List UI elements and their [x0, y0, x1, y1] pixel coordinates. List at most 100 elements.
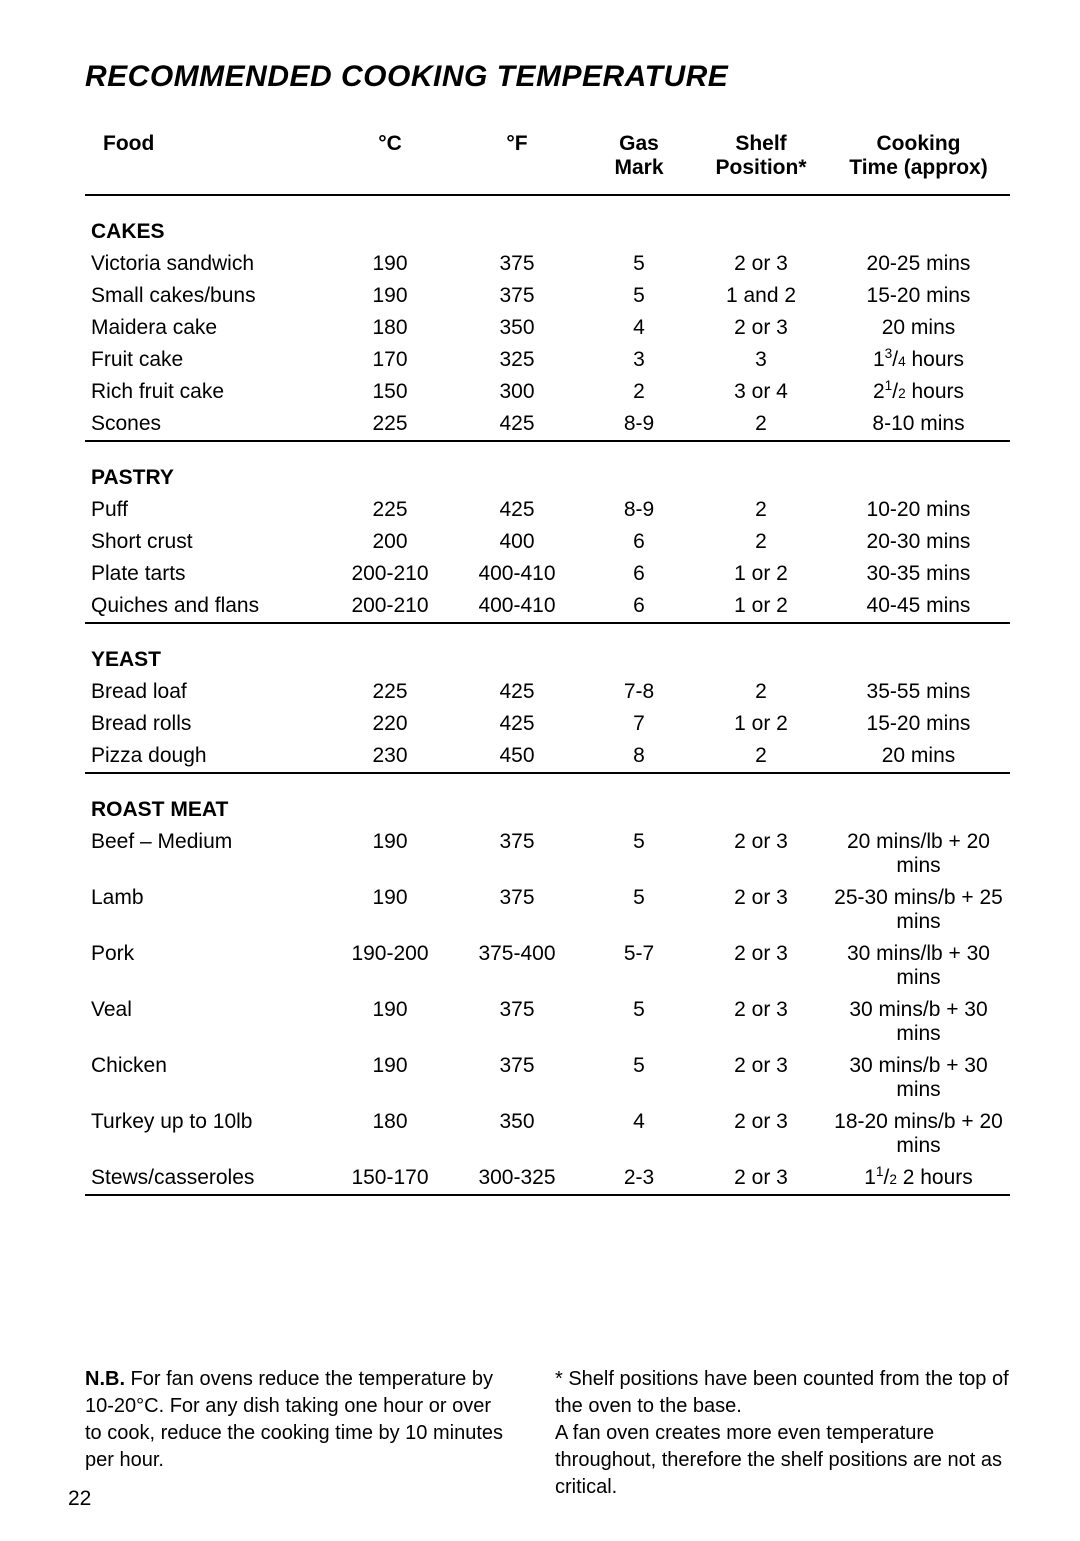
cell-shelf: 2 or 3 [695, 1050, 827, 1106]
cell-c: 230 [329, 740, 451, 773]
cell-c: 200-210 [329, 558, 451, 590]
section-header: CAKES [85, 195, 1010, 248]
cell-gas: 8-9 [583, 494, 695, 526]
cell-shelf: 2 or 3 [695, 248, 827, 280]
cell-gas: 4 [583, 1106, 695, 1162]
cell-f: 425 [451, 676, 583, 708]
cell-shelf: 2 or 3 [695, 882, 827, 938]
cell-time: 20 mins [827, 312, 1010, 344]
cell-food: Rich fruit cake [85, 376, 329, 408]
cell-gas: 5 [583, 826, 695, 882]
cell-c: 225 [329, 408, 451, 441]
cell-food: Fruit cake [85, 344, 329, 376]
table-row: Bread rolls22042571 or 215-20 mins [85, 708, 1010, 740]
cell-time: 18-20 mins/b + 20 mins [827, 1106, 1010, 1162]
cell-shelf: 1 and 2 [695, 280, 827, 312]
table-row: Turkey up to 10lb18035042 or 318-20 mins… [85, 1106, 1010, 1162]
cell-time: 30-35 mins [827, 558, 1010, 590]
cell-food: Chicken [85, 1050, 329, 1106]
cell-f: 300 [451, 376, 583, 408]
cell-f: 375 [451, 1050, 583, 1106]
cell-c: 200 [329, 526, 451, 558]
cell-gas: 5-7 [583, 938, 695, 994]
table-row: Veal19037552 or 330 mins/b + 30 mins [85, 994, 1010, 1050]
page-number: 22 [68, 1487, 91, 1511]
footnote-right: * Shelf positions have been counted from… [555, 1366, 1010, 1501]
cell-food: Victoria sandwich [85, 248, 329, 280]
cell-shelf: 2 or 3 [695, 1106, 827, 1162]
cell-shelf: 2 [695, 494, 827, 526]
cell-food: Quiches and flans [85, 590, 329, 623]
cell-c: 190 [329, 1050, 451, 1106]
cell-food: Puff [85, 494, 329, 526]
cell-gas: 6 [583, 526, 695, 558]
cell-gas: 6 [583, 558, 695, 590]
cell-c: 190 [329, 248, 451, 280]
cell-food: Stews/casseroles [85, 1162, 329, 1195]
cell-time: 20-25 mins [827, 248, 1010, 280]
cell-time: 13/4 hours [827, 344, 1010, 376]
table-row: Pizza dough2304508220 mins [85, 740, 1010, 773]
cell-time: 8-10 mins [827, 408, 1010, 441]
cell-c: 225 [329, 494, 451, 526]
cell-food: Plate tarts [85, 558, 329, 590]
cell-shelf: 2 or 3 [695, 1162, 827, 1195]
cell-f: 425 [451, 494, 583, 526]
cell-gas: 5 [583, 280, 695, 312]
cell-time: 35-55 mins [827, 676, 1010, 708]
cell-time: 20 mins [827, 740, 1010, 773]
cell-gas: 2 [583, 376, 695, 408]
cell-f: 375 [451, 994, 583, 1050]
cell-shelf: 2 or 3 [695, 312, 827, 344]
cell-gas: 5 [583, 248, 695, 280]
cell-c: 150-170 [329, 1162, 451, 1195]
cell-f: 400-410 [451, 558, 583, 590]
cell-c: 190 [329, 994, 451, 1050]
cell-c: 170 [329, 344, 451, 376]
cooking-table: Food °C °F GasMark ShelfPosition* Cookin… [85, 132, 1010, 1196]
cell-time: 15-20 mins [827, 280, 1010, 312]
cell-f: 375 [451, 882, 583, 938]
table-row: Chicken19037552 or 330 mins/b + 30 mins [85, 1050, 1010, 1106]
table-row: Beef – Medium19037552 or 320 mins/lb + 2… [85, 826, 1010, 882]
cell-gas: 8 [583, 740, 695, 773]
table-row: Plate tarts200-210400-41061 or 230-35 mi… [85, 558, 1010, 590]
cell-f: 375 [451, 248, 583, 280]
table-row: Scones2254258-928-10 mins [85, 408, 1010, 441]
cell-food: Bread loaf [85, 676, 329, 708]
col-food: Food [85, 132, 329, 194]
cell-time: 21/2 hours [827, 376, 1010, 408]
cell-f: 400-410 [451, 590, 583, 623]
cell-f: 350 [451, 1106, 583, 1162]
table-row: Puff2254258-9210-20 mins [85, 494, 1010, 526]
cell-c: 225 [329, 676, 451, 708]
cell-c: 150 [329, 376, 451, 408]
cell-gas: 8-9 [583, 408, 695, 441]
cell-time: 40-45 mins [827, 590, 1010, 623]
cell-food: Pizza dough [85, 740, 329, 773]
cell-shelf: 2 or 3 [695, 938, 827, 994]
cell-f: 425 [451, 708, 583, 740]
cell-food: Lamb [85, 882, 329, 938]
cell-f: 450 [451, 740, 583, 773]
cell-c: 180 [329, 312, 451, 344]
table-row: Victoria sandwich19037552 or 320-25 mins [85, 248, 1010, 280]
cell-shelf: 2 [695, 740, 827, 773]
cell-f: 300-325 [451, 1162, 583, 1195]
table-row: Small cakes/buns19037551 and 215-20 mins [85, 280, 1010, 312]
cell-food: Bread rolls [85, 708, 329, 740]
table-body: CAKESVictoria sandwich19037552 or 320-25… [85, 195, 1010, 1195]
col-time: CookingTime (approx) [827, 132, 1010, 194]
cell-shelf: 3 or 4 [695, 376, 827, 408]
cell-food: Pork [85, 938, 329, 994]
cell-c: 190 [329, 826, 451, 882]
cell-time: 11/2 2 hours [827, 1162, 1010, 1195]
cell-shelf: 2 [695, 676, 827, 708]
cell-shelf: 1 or 2 [695, 558, 827, 590]
table-row: Fruit cake1703253313/4 hours [85, 344, 1010, 376]
cell-gas: 5 [583, 882, 695, 938]
table-row: Lamb19037552 or 325-30 mins/b + 25 mins [85, 882, 1010, 938]
cell-gas: 5 [583, 994, 695, 1050]
cell-shelf: 1 or 2 [695, 708, 827, 740]
cell-gas: 3 [583, 344, 695, 376]
